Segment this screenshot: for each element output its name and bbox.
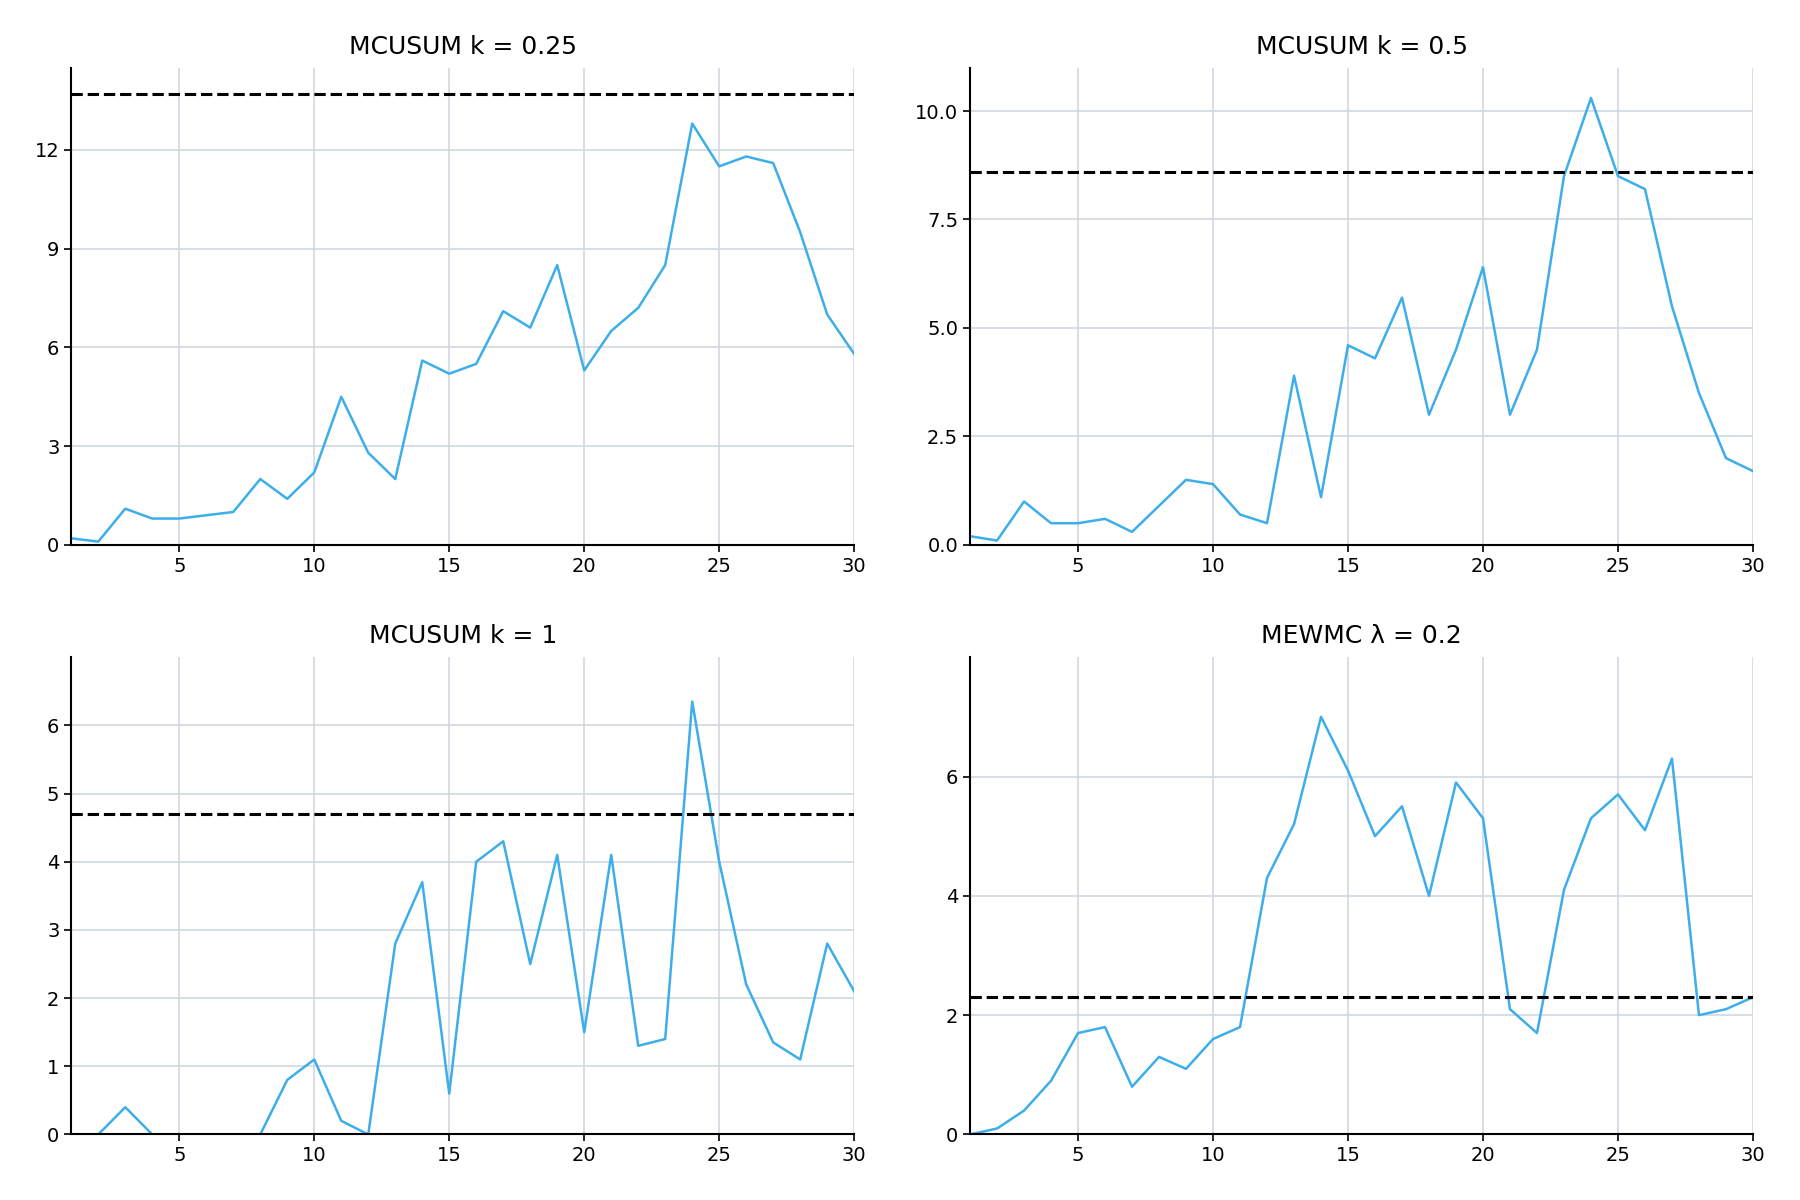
Title: MEWMC λ = 0.2: MEWMC λ = 0.2 bbox=[1262, 624, 1462, 648]
Title: MCUSUM k = 0.25: MCUSUM k = 0.25 bbox=[349, 35, 576, 59]
Title: MCUSUM k = 0.5: MCUSUM k = 0.5 bbox=[1256, 35, 1467, 59]
Title: MCUSUM k = 1: MCUSUM k = 1 bbox=[369, 624, 556, 648]
